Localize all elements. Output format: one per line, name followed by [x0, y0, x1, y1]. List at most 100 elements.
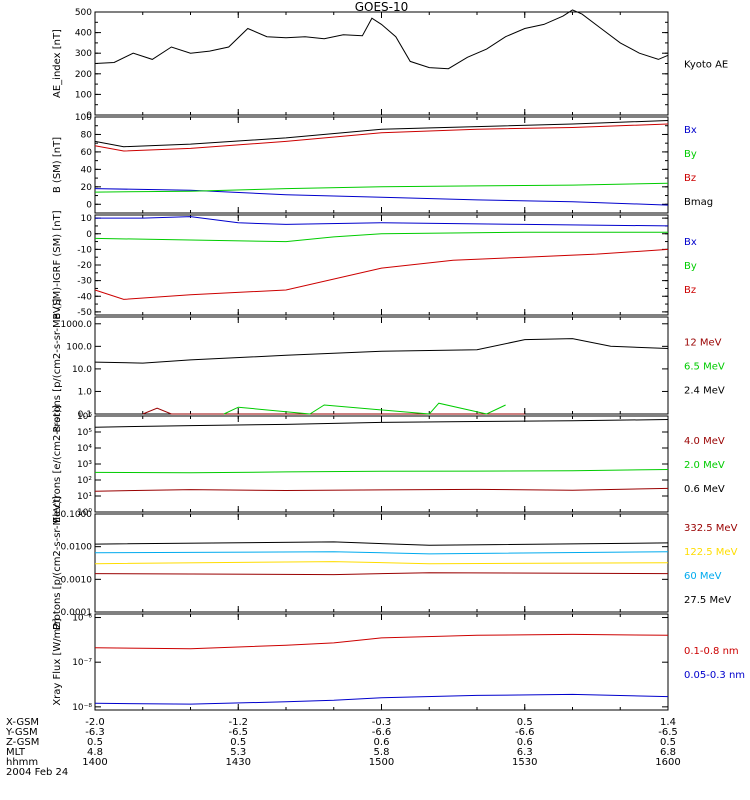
legend-entry: 4.0 MeV — [684, 436, 725, 447]
ephemeris-value: 0.5 — [230, 737, 246, 748]
y-tick-label: 80 — [81, 130, 93, 140]
legend-entry: 60 MeV — [684, 571, 722, 582]
series-line — [94, 120, 669, 148]
legend-entry: 122.5 MeV — [684, 547, 738, 558]
ephemeris-value: -1.2 — [228, 717, 248, 728]
y-tick-label: 0.0100 — [61, 543, 93, 553]
chart-title: GOES-10 — [355, 0, 409, 14]
y-tick-label: 1000.0 — [61, 320, 93, 330]
legend-entry: 332.5 MeV — [684, 523, 738, 534]
series-line — [94, 123, 669, 152]
ephemeris-value: -6.6 — [515, 727, 535, 738]
series-line — [94, 572, 669, 576]
y-axis-label: AE_index [nT] — [52, 29, 63, 98]
ephemeris-value: -6.5 — [658, 727, 678, 738]
ephemeris-row-label: Y-GSM — [5, 727, 38, 738]
y-axis-label: Protons [p/(cm2-s-sr-MeV)] — [52, 496, 63, 630]
legend-entry: Bz — [684, 173, 696, 184]
y-tick-label: 10² — [77, 476, 92, 486]
y-tick-label: 10⁻⁷ — [72, 658, 92, 668]
legend-entry: 0.05-0.3 nm — [684, 670, 745, 681]
y-tick-label: 20 — [81, 183, 93, 193]
legend-entry: 0.1-0.8 nm — [684, 646, 739, 657]
y-tick-label: -40 — [77, 292, 92, 302]
y-tick-label: 10⁶ — [77, 412, 92, 422]
legend-entry: Bx — [684, 237, 697, 248]
ephemeris-row-label: hhmm — [6, 757, 38, 768]
y-axis-label: Xray Flux [W/m2] — [52, 618, 63, 705]
ephemeris-value: 1530 — [512, 757, 537, 768]
y-tick-label: 200 — [75, 70, 92, 80]
series-line — [142, 407, 525, 415]
panel-electrons: 10⁰ 10¹ 10² 10³ 10⁴ 10⁵ 10⁶ Electrons [e/(cm2-s… — [52, 405, 725, 523]
series-line — [94, 188, 669, 206]
y-tick-label: 10⁵ — [77, 428, 92, 438]
panel-frame — [94, 415, 669, 513]
ephemeris-value: 1400 — [82, 757, 107, 768]
legend-entry: Bmag — [684, 197, 713, 208]
series-line — [94, 693, 669, 705]
panel-frame — [94, 613, 669, 711]
ephemeris-value: -6.3 — [85, 727, 105, 738]
y-tick-label: 10⁻⁸ — [72, 703, 92, 713]
series-line — [94, 469, 669, 474]
series-line — [94, 487, 669, 492]
panel-frame — [94, 116, 669, 214]
legend-entry: 2.4 MeV — [684, 386, 725, 397]
y-tick-label: 0 — [86, 200, 92, 210]
panel-frame — [94, 316, 669, 415]
y-tick-label: 10⁻⁶ — [72, 614, 92, 624]
y-tick-label: 100 — [75, 90, 92, 100]
legend-entry: Bz — [684, 285, 696, 296]
y-tick-label: 10³ — [77, 460, 92, 470]
series-line — [94, 182, 669, 193]
ephemeris-table: X-GSMY-GSMZ-GSMMLThhmm-2.0-6.30.54.81400… — [5, 717, 681, 778]
ephemeris-row-label: MLT — [6, 747, 26, 758]
ephemeris-value: 0.5 — [660, 737, 676, 748]
legend-entry: Kyoto AE — [684, 60, 728, 71]
y-tick-label: -20 — [77, 261, 92, 271]
legend-entry: 12 MeV — [684, 338, 722, 349]
y-tick-label: 500 — [75, 8, 92, 18]
panel-xray: 10⁻⁸ 10⁻⁷ 10⁻⁶ Xray Flux [W/m2] 0.1-0.8 nm 0.… — [52, 613, 745, 713]
series-line — [94, 9, 669, 70]
series-line — [94, 541, 669, 546]
y-tick-label: 0 — [86, 111, 92, 121]
ephemeris-row-label: Z-GSM — [6, 737, 39, 748]
series-line — [94, 419, 669, 428]
panel-frame — [94, 11, 669, 116]
ephemeris-value: 1600 — [655, 757, 680, 768]
y-tick-label: 400 — [75, 29, 92, 39]
ephemeris-value: 1430 — [226, 757, 251, 768]
y-tick-label: 1.0 — [78, 387, 93, 397]
y-tick-label: 10 — [81, 214, 93, 224]
y-tick-label: 10¹ — [77, 492, 92, 502]
y-tick-label: 10⁰ — [77, 508, 92, 518]
ephemeris-value: 0.6 — [517, 737, 533, 748]
y-axis-label: Electrons [e/(cm2-s-sr)] — [52, 405, 63, 523]
y-tick-label: 100.0 — [66, 342, 92, 352]
y-tick-label: 10⁴ — [77, 444, 92, 454]
y-tick-label: 60 — [81, 148, 93, 158]
y-tick-label: -30 — [77, 277, 92, 287]
y-tick-label: 0.1 — [78, 410, 92, 420]
ephemeris-value: -6.6 — [372, 727, 392, 738]
y-axis-label: B (SM) [nT] — [52, 137, 63, 193]
series-line — [94, 633, 669, 650]
ephemeris-value: 5.3 — [230, 747, 246, 758]
panel-frame — [94, 214, 669, 316]
y-axis-label: Protons [p/(cm2-s-sr-MeV)] — [52, 298, 63, 432]
ephemeris-value: -0.3 — [372, 717, 392, 728]
legend-entry: 2.0 MeV — [684, 460, 725, 471]
y-tick-label: 0.0010 — [61, 575, 93, 585]
ephemeris-value: 5.8 — [374, 747, 390, 758]
plot-date: 2004 Feb 24 — [6, 767, 68, 778]
ephemeris-row-label: X-GSM — [6, 717, 39, 728]
y-tick-label: 0.0001 — [61, 608, 93, 618]
y-tick-label: 0.1000 — [61, 510, 93, 520]
legend-entry: By — [684, 149, 697, 160]
legend-entry: 0.6 MeV — [684, 484, 725, 495]
